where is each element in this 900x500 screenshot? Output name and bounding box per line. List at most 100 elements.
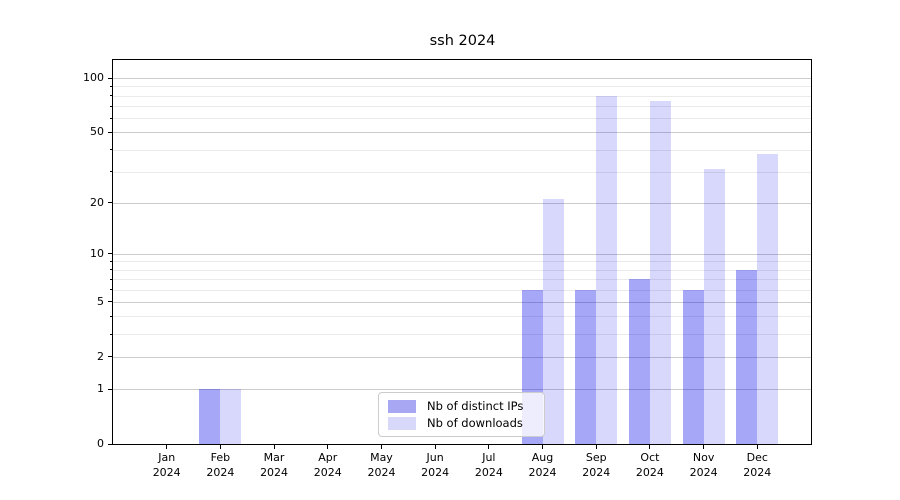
minor-gridline [113, 95, 811, 97]
y-tick-mark [108, 443, 112, 445]
y-minor-tick-mark [109, 260, 112, 262]
major-gridline [113, 389, 811, 391]
minor-gridline [113, 106, 811, 108]
x-tick-mark [756, 445, 758, 449]
x-tick-mark [488, 445, 490, 449]
bar-layer [113, 60, 811, 444]
bar-downloads-11 [757, 153, 779, 444]
grid-layer [113, 60, 811, 444]
y-minor-tick-mark [109, 269, 112, 271]
y-tick-mark [108, 356, 112, 358]
y-tick-label: 20 [90, 195, 104, 209]
x-tick-year: 2024 [635, 465, 664, 479]
x-tick-label: Oct 2024 [623, 451, 677, 480]
x-tick-year: 2024 [367, 465, 396, 479]
x-tick-year: 2024 [743, 465, 772, 479]
bar-distinct-ips-11 [736, 269, 758, 444]
major-gridline [113, 132, 811, 134]
x-tick-mark [595, 445, 597, 449]
bar-downloads-1 [220, 389, 242, 444]
x-tick-year: 2024 [528, 465, 557, 479]
minor-gridline [113, 316, 811, 318]
minor-gridline [113, 334, 811, 336]
y-minor-tick-mark [109, 333, 112, 335]
x-tick-mark [703, 445, 705, 449]
bar-distinct-ips-10 [682, 289, 704, 444]
bar-downloads-9 [649, 100, 671, 444]
x-tick-year: 2024 [421, 465, 450, 479]
y-tick-mark [108, 131, 112, 133]
x-tick-year: 2024 [152, 465, 181, 479]
x-tick-label: Feb 2024 [193, 451, 247, 480]
major-gridline [113, 356, 811, 358]
x-tick-label: Nov 2024 [677, 451, 731, 480]
y-minor-tick-mark [109, 105, 112, 107]
x-tick-label: Jan 2024 [140, 451, 194, 480]
minor-gridline [113, 269, 811, 271]
y-tick-label: 100 [83, 71, 104, 85]
bar-downloads-7 [542, 198, 564, 444]
x-tick-mark [649, 445, 651, 449]
x-tick-label: Dec 2024 [730, 451, 784, 480]
x-tick-year: 2024 [689, 465, 718, 479]
y-tick-label: 2 [97, 349, 104, 363]
y-minor-tick-mark [109, 95, 112, 97]
x-tick-year: 2024 [206, 465, 235, 479]
major-gridline [113, 301, 811, 303]
x-tick-mark [542, 445, 544, 449]
x-tick-mark [380, 445, 382, 449]
legend-item-distinct-ips: Nb of distinct IPs [388, 399, 535, 413]
x-tick-year: 2024 [260, 465, 289, 479]
bar-distinct-ips-8 [575, 289, 597, 444]
y-tick-mark [108, 202, 112, 204]
minor-gridline [113, 289, 811, 291]
legend: Nb of distinct IPs Nb of downloads [378, 392, 545, 437]
bar-downloads-10 [703, 169, 725, 444]
x-tick-year: 2024 [582, 465, 611, 479]
y-minor-tick-mark [109, 85, 112, 87]
y-tick-label: 0 [97, 437, 104, 450]
x-tick-label: Mar 2024 [247, 451, 301, 480]
x-tick-label: Sep 2024 [569, 451, 623, 480]
bar-distinct-ips-9 [628, 279, 650, 444]
legend-item-downloads: Nb of downloads [388, 416, 535, 430]
bar-downloads-8 [596, 95, 618, 444]
minor-gridline [113, 279, 811, 281]
legend-label-downloads: Nb of downloads [427, 416, 523, 430]
chart-title: ssh 2024 [429, 33, 496, 49]
y-tick-label: 5 [97, 294, 104, 308]
minor-gridline [113, 149, 811, 151]
y-tick-mark [108, 301, 112, 303]
x-tick-mark [327, 445, 329, 449]
x-tick-year: 2024 [474, 465, 503, 479]
x-tick-mark [434, 445, 436, 449]
major-gridline [113, 202, 811, 204]
y-minor-tick-mark [109, 278, 112, 280]
major-gridline [113, 78, 811, 80]
y-tick-label: 10 [90, 246, 104, 260]
y-tick-label: 50 [90, 125, 104, 139]
minor-gridline [113, 261, 811, 263]
x-tick-label: May 2024 [354, 451, 408, 480]
plot-area: Nb of distinct IPs Nb of downloads [112, 59, 812, 445]
x-tick-label: Aug 2024 [516, 451, 570, 480]
y-tick-label: 1 [97, 382, 104, 396]
x-tick-mark [219, 445, 221, 449]
minor-gridline [113, 118, 811, 120]
x-tick-label: Jun 2024 [408, 451, 462, 480]
y-tick-mark [108, 253, 112, 255]
minor-gridline [113, 86, 811, 88]
major-gridline [113, 253, 811, 255]
y-tick-mark [108, 388, 112, 390]
legend-swatch-downloads-icon [388, 416, 416, 430]
legend-label-distinct-ips: Nb of distinct IPs [427, 399, 524, 413]
x-tick-mark [166, 445, 168, 449]
x-tick-label: Jul 2024 [462, 451, 516, 480]
y-tick-mark [108, 77, 112, 79]
y-minor-tick-mark [109, 315, 112, 317]
y-minor-tick-mark [109, 171, 112, 173]
legend-swatch-distinct-ips-icon [388, 399, 416, 413]
x-tick-year: 2024 [313, 465, 342, 479]
y-minor-tick-mark [109, 289, 112, 291]
